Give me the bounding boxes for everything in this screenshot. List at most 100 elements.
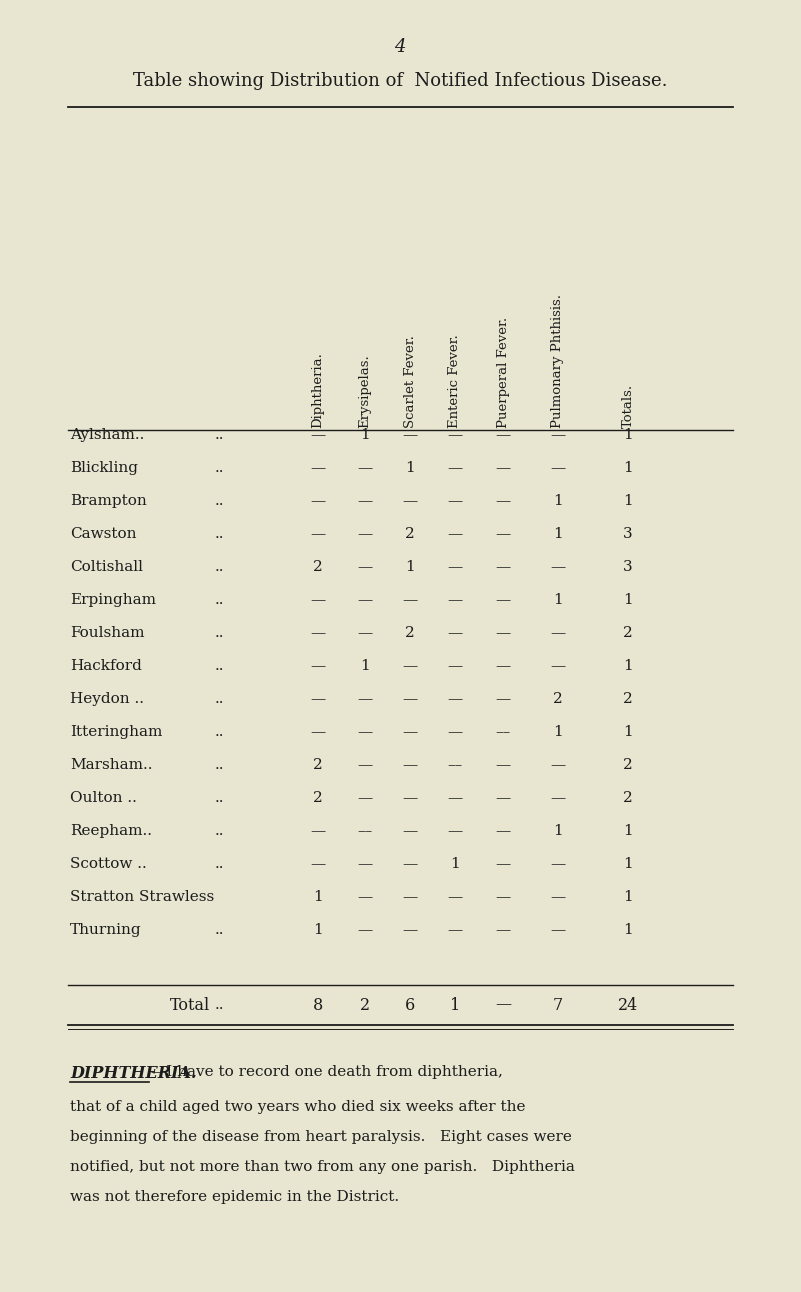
Text: was not therefore epidemic in the District.: was not therefore epidemic in the Distri… bbox=[70, 1190, 399, 1204]
Text: 1: 1 bbox=[450, 857, 460, 871]
Text: —: — bbox=[495, 659, 510, 673]
Text: Blickling: Blickling bbox=[70, 461, 138, 475]
Text: —: — bbox=[402, 659, 417, 673]
Text: Puerperal Fever.: Puerperal Fever. bbox=[497, 317, 509, 428]
Text: ..: .. bbox=[215, 791, 224, 805]
Text: Table showing Distribution of  Notified Infectious Disease.: Table showing Distribution of Notified I… bbox=[133, 72, 667, 90]
Text: —: — bbox=[448, 791, 463, 805]
Text: —: — bbox=[495, 494, 510, 508]
Text: —: — bbox=[495, 428, 510, 442]
Text: ..: .. bbox=[215, 461, 224, 475]
Text: —: — bbox=[495, 559, 510, 574]
Text: 2: 2 bbox=[405, 627, 415, 640]
Text: —: — bbox=[448, 725, 463, 739]
Text: —: — bbox=[357, 922, 372, 937]
Text: 6: 6 bbox=[405, 996, 415, 1013]
Text: —: — bbox=[402, 890, 417, 904]
Text: Aylsham..: Aylsham.. bbox=[70, 428, 144, 442]
Text: —: — bbox=[550, 428, 566, 442]
Text: 1: 1 bbox=[623, 857, 633, 871]
Text: 1: 1 bbox=[313, 890, 323, 904]
Text: ..: .. bbox=[215, 593, 224, 607]
Text: 24: 24 bbox=[618, 996, 638, 1013]
Text: —: — bbox=[495, 824, 510, 839]
Text: ..: .. bbox=[215, 527, 224, 541]
Text: Hackford: Hackford bbox=[70, 659, 142, 673]
Text: —: — bbox=[448, 890, 463, 904]
Text: ––: –– bbox=[357, 824, 372, 839]
Text: —: — bbox=[495, 791, 510, 805]
Text: —: — bbox=[402, 494, 417, 508]
Text: notified, but not more than two from any one parish.   Diphtheria: notified, but not more than two from any… bbox=[70, 1160, 575, 1174]
Text: —: — bbox=[550, 559, 566, 574]
Text: —: — bbox=[310, 593, 326, 607]
Text: —: — bbox=[402, 593, 417, 607]
Text: 1: 1 bbox=[623, 428, 633, 442]
Text: Reepham..: Reepham.. bbox=[70, 824, 152, 839]
Text: Marsham..: Marsham.. bbox=[70, 758, 152, 773]
Text: Erpingham: Erpingham bbox=[70, 593, 156, 607]
Text: ..: .. bbox=[215, 659, 224, 673]
Text: Pulmonary Phthisis.: Pulmonary Phthisis. bbox=[552, 295, 565, 428]
Text: —: — bbox=[550, 659, 566, 673]
Text: 2: 2 bbox=[623, 627, 633, 640]
Text: —: — bbox=[357, 791, 372, 805]
Text: ..: .. bbox=[215, 494, 224, 508]
Text: ..: .. bbox=[215, 857, 224, 871]
Text: —: — bbox=[310, 527, 326, 541]
Text: —: — bbox=[495, 527, 510, 541]
Text: 1: 1 bbox=[360, 428, 370, 442]
Text: 1: 1 bbox=[553, 494, 563, 508]
Text: Foulsham: Foulsham bbox=[70, 627, 144, 640]
Text: —: — bbox=[310, 725, 326, 739]
Text: —: — bbox=[357, 494, 372, 508]
Text: 1: 1 bbox=[553, 824, 563, 839]
Text: 1: 1 bbox=[623, 593, 633, 607]
Text: 1: 1 bbox=[623, 494, 633, 508]
Text: —: — bbox=[357, 857, 372, 871]
Text: —: — bbox=[448, 461, 463, 475]
Text: Itteringham: Itteringham bbox=[70, 725, 163, 739]
Text: —: — bbox=[495, 593, 510, 607]
Text: 3: 3 bbox=[623, 559, 633, 574]
Text: —: — bbox=[448, 494, 463, 508]
Text: —: — bbox=[495, 857, 510, 871]
Text: Brampton: Brampton bbox=[70, 494, 147, 508]
Text: 2: 2 bbox=[313, 791, 323, 805]
Text: Heydon ..: Heydon .. bbox=[70, 693, 144, 705]
Text: —: — bbox=[448, 428, 463, 442]
Text: —: — bbox=[495, 922, 510, 937]
Text: —: — bbox=[357, 725, 372, 739]
Text: Stratton Strawless: Stratton Strawless bbox=[70, 890, 214, 904]
Text: ..: .. bbox=[215, 725, 224, 739]
Text: 2: 2 bbox=[313, 758, 323, 773]
Text: —: — bbox=[448, 693, 463, 705]
Text: —: — bbox=[357, 559, 372, 574]
Text: —: — bbox=[402, 758, 417, 773]
Text: ..: .. bbox=[215, 428, 224, 442]
Text: —: — bbox=[495, 996, 511, 1013]
Text: —: — bbox=[402, 824, 417, 839]
Text: ..: .. bbox=[215, 997, 224, 1012]
Text: Erysipelas.: Erysipelas. bbox=[359, 354, 372, 428]
Text: —: — bbox=[402, 922, 417, 937]
Text: —: — bbox=[357, 461, 372, 475]
Text: 1: 1 bbox=[623, 461, 633, 475]
Text: —: — bbox=[310, 461, 326, 475]
Text: —: — bbox=[310, 627, 326, 640]
Text: —: — bbox=[402, 725, 417, 739]
Text: —: — bbox=[550, 857, 566, 871]
Text: —: — bbox=[402, 791, 417, 805]
Text: Total: Total bbox=[170, 996, 210, 1013]
Text: —: — bbox=[357, 693, 372, 705]
Text: ..: .. bbox=[215, 758, 224, 773]
Text: 2: 2 bbox=[405, 527, 415, 541]
Text: —: — bbox=[310, 428, 326, 442]
Text: ..: .. bbox=[215, 559, 224, 574]
Text: —: — bbox=[357, 593, 372, 607]
Text: —: — bbox=[310, 494, 326, 508]
Text: —I have to record one death from diphtheria,: —I have to record one death from diphthe… bbox=[151, 1065, 503, 1079]
Text: Totals.: Totals. bbox=[622, 384, 634, 428]
Text: 1: 1 bbox=[360, 659, 370, 673]
Text: —: — bbox=[550, 758, 566, 773]
